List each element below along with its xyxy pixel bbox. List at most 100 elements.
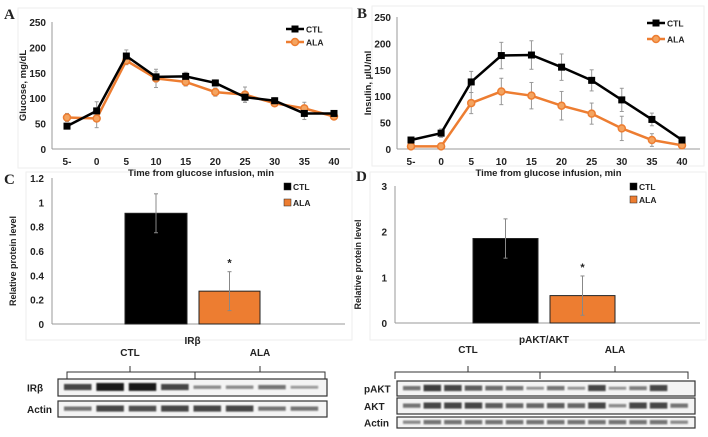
y-tick-label: 0 [40, 145, 46, 156]
protein-band [193, 405, 222, 412]
western-blot-pakt: CTL ALA pAKT AKT Actin [364, 345, 696, 430]
blot-row-label: Actin [364, 419, 389, 430]
x-category-label: IRβ [184, 336, 200, 347]
protein-band [629, 402, 647, 409]
x-tick-label: 5 [468, 157, 474, 168]
protein-band [128, 383, 157, 391]
legend-label: ALA [639, 195, 656, 205]
panel-label-a: A [4, 7, 15, 23]
protein-band [588, 420, 606, 425]
group-label: CTL [458, 345, 477, 356]
data-point-ctl [63, 122, 71, 130]
y-tick-label: 2 [381, 228, 387, 239]
data-point-ctl [527, 51, 535, 59]
series-line-ctl [410, 53, 683, 142]
x-tick-label: 15 [526, 157, 538, 168]
x-tick-label: 15 [180, 157, 192, 168]
x-tick-label: 30 [269, 157, 281, 168]
data-point-ctl [211, 79, 219, 87]
legend-swatch [283, 182, 292, 191]
y-axis-label: Insulin, µIU/ml [363, 51, 374, 116]
protein-band [526, 386, 544, 390]
protein-band [526, 403, 544, 409]
blot-strip [57, 378, 328, 397]
x-tick-label: 25 [239, 157, 251, 168]
protein-band [547, 420, 565, 425]
legend-marker-ala [290, 37, 300, 47]
legend-marker-ctl [291, 25, 299, 33]
x-tick-label: 25 [586, 157, 598, 168]
y-axis-label: Glucose, mg/dL [18, 50, 29, 121]
y-tick-label: 1 [381, 273, 387, 284]
blot-row-label: AKT [364, 402, 385, 413]
protein-band [567, 420, 586, 425]
data-point-ctl [618, 96, 626, 104]
group-label: ALA [605, 345, 626, 356]
protein-band [161, 405, 189, 412]
protein-band [567, 386, 586, 390]
data-point-ctl [467, 78, 475, 86]
protein-band [649, 420, 668, 425]
panel-label-b: B [357, 6, 367, 22]
protein-band [608, 420, 627, 425]
x-tick-label: 20 [556, 157, 568, 168]
y-tick-label: 0.8 [30, 223, 44, 234]
protein-band [193, 385, 222, 389]
y-tick-label: 200 [29, 43, 46, 54]
protein-band [444, 402, 462, 409]
protein-band [225, 385, 254, 389]
protein-band [464, 420, 483, 425]
y-tick-label: 0 [381, 319, 387, 330]
protein-band [649, 385, 668, 392]
protein-band [258, 406, 286, 411]
irb-bar-chart: 0 0.2 0.4 0.6 0.8 1 1.2 Relative protein level I… [8, 174, 345, 347]
protein-band [588, 385, 606, 392]
x-tick-label: 0 [94, 157, 100, 168]
data-point-ala [211, 87, 220, 97]
protein-band [161, 384, 189, 391]
y-tick-label: 100 [29, 94, 46, 105]
legend-label: CTL [639, 182, 656, 192]
protein-band [526, 420, 544, 425]
data-point-ctl [122, 52, 130, 60]
blot-row-label: Actin [27, 405, 52, 416]
protein-band [64, 406, 92, 411]
group-bracket [66, 366, 326, 379]
y-tick-label: 1.2 [30, 174, 44, 185]
data-point-ala [497, 87, 506, 96]
protein-band [128, 405, 157, 412]
group-bracket [394, 366, 689, 379]
protein-band [608, 404, 627, 408]
legend-swatch [629, 195, 638, 204]
y-tick-label: 0.2 [30, 296, 44, 307]
protein-band [403, 403, 421, 408]
blot-row-label: IRβ [27, 384, 43, 395]
data-point-ala [617, 124, 627, 133]
x-tick-label: 0 [438, 157, 444, 168]
y-tick-label: 50 [35, 120, 47, 131]
x-tick-label: 20 [210, 157, 222, 168]
data-point-ctl [330, 109, 338, 117]
protein-band [505, 386, 524, 391]
protein-band [403, 386, 421, 391]
pakt-bar-chart: 0 1 2 3 Relative protein level pAKT/AKT CTL * AL… [353, 182, 700, 346]
x-category-label: pAKT/AKT [519, 335, 569, 346]
y-tick-label: 50 [380, 119, 392, 130]
x-tick-label: 35 [299, 157, 311, 168]
protein-band [403, 420, 421, 424]
legend-marker-ala [651, 34, 661, 44]
y-tick-label: 150 [374, 66, 391, 77]
panel-frame [25, 171, 353, 341]
protein-band [64, 384, 92, 391]
y-tick-label: 250 [374, 13, 391, 24]
x-axis-label: Time from glucose infusion, min [128, 168, 274, 179]
blot-strip [396, 397, 696, 415]
protein-band [290, 385, 319, 389]
y-tick-label: 150 [29, 69, 46, 80]
data-point-ctl [271, 97, 279, 105]
legend-label: ALA [667, 35, 684, 45]
significance-marker: * [227, 258, 232, 270]
protein-band [423, 402, 442, 409]
legend-label: ALA [293, 198, 310, 208]
